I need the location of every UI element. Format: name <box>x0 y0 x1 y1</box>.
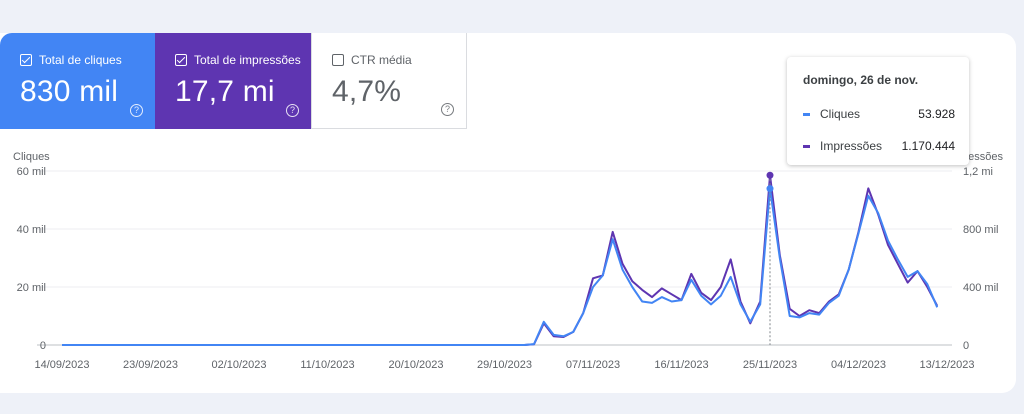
tooltip-label: Cliques <box>820 107 861 121</box>
x-tick-label: 23/09/2023 <box>123 359 178 371</box>
hover-point-impressions <box>766 171 774 179</box>
y-tick-label-right: 400 mil <box>963 282 998 294</box>
legend-swatch <box>803 112 810 116</box>
x-tick-label: 11/10/2023 <box>300 359 354 371</box>
x-tick-label: 25/11/2023 <box>743 359 797 371</box>
x-tick-label: 14/09/2023 <box>34 359 89 371</box>
metric-value: 17,7 mi <box>175 75 275 108</box>
checkbox-icon-checked[interactable] <box>175 54 187 66</box>
tooltip-value: 53.928 <box>918 107 955 121</box>
x-tick-label: 07/11/2023 <box>566 359 620 371</box>
y-tick-label-right: 800 mil <box>963 224 998 236</box>
metric-card-total-clicks[interactable]: Total de cliques 830 mil ? <box>0 33 155 129</box>
checkbox-icon-unchecked[interactable] <box>332 54 344 66</box>
metric-card-avg-ctr[interactable]: CTR média 4,7% ? <box>311 33 467 129</box>
series-line-clicks <box>62 187 939 346</box>
metric-value: 4,7% <box>332 75 402 108</box>
series-line-impressions <box>62 174 939 346</box>
chart-tooltip: domingo, 26 de nov. Cliques 53.928 Impre… <box>787 57 969 165</box>
hover-point-clicks <box>766 185 774 193</box>
x-tick-label: 04/12/2023 <box>831 359 886 371</box>
help-icon[interactable]: ? <box>441 103 454 116</box>
help-icon[interactable]: ? <box>130 104 143 117</box>
y-tick-label-right: 0 <box>963 340 969 352</box>
y-tick-label-left: 20 mil <box>17 282 46 294</box>
legend-swatch <box>803 144 810 148</box>
tooltip-value: 1.170.444 <box>901 139 955 153</box>
x-tick-label: 13/12/2023 <box>919 359 974 371</box>
y-tick-label-right: 1,2 mi <box>963 166 993 178</box>
tooltip-row-clicks: Cliques 53.928 <box>803 107 955 121</box>
metric-value: 830 mil <box>20 75 119 108</box>
x-tick-label: 20/10/2023 <box>388 359 443 371</box>
y-axis-title-left: Cliques <box>13 151 50 163</box>
checkbox-icon-checked[interactable] <box>20 54 32 66</box>
metric-card-total-impressions[interactable]: Total de impressões 17,7 mi ? <box>155 33 311 129</box>
x-tick-label: 02/10/2023 <box>211 359 266 371</box>
tooltip-label: Impressões <box>820 139 883 153</box>
help-icon[interactable]: ? <box>286 104 299 117</box>
tooltip-date: domingo, 26 de nov. <box>803 73 919 87</box>
tooltip-row-impressions: Impressões 1.170.444 <box>803 139 955 153</box>
y-tick-label-left: 40 mil <box>17 224 46 236</box>
x-tick-label: 16/11/2023 <box>654 359 708 371</box>
x-tick-label: 29/10/2023 <box>477 359 532 371</box>
y-tick-label-left: 60 mil <box>17 166 46 178</box>
y-tick-label-left: 0 <box>40 340 46 352</box>
